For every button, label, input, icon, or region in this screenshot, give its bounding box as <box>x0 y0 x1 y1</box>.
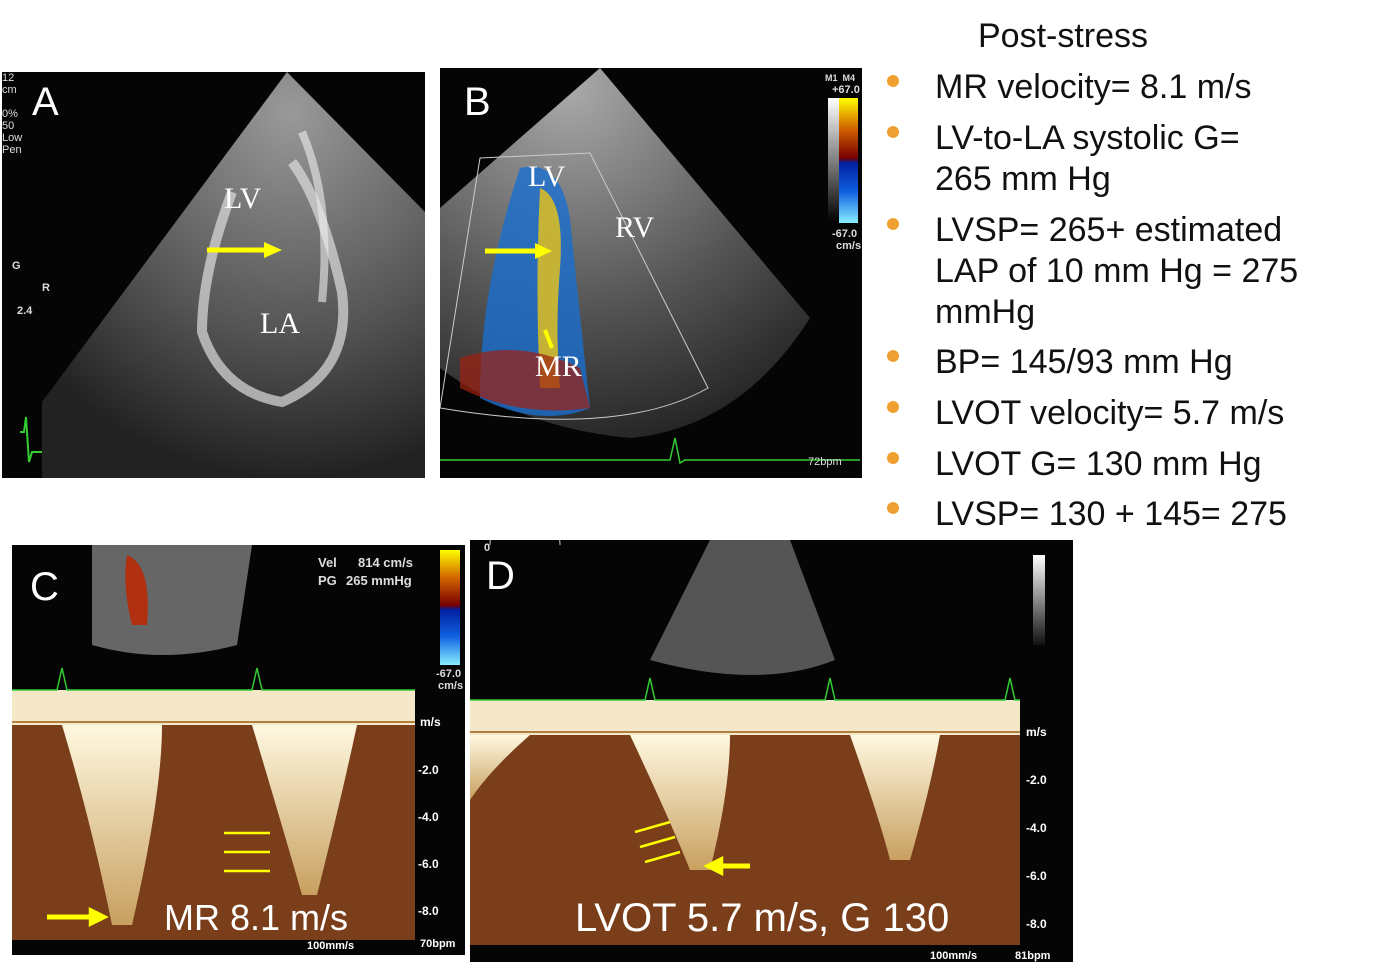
setting-line: Pen <box>2 144 22 156</box>
summary-bullet-line: LVSP= 265+ estimated <box>935 211 1283 249</box>
setting-line: Low <box>2 132 23 144</box>
arrow-icon <box>543 329 554 349</box>
axis-unit: m/s <box>1026 725 1047 739</box>
scale-modes: M1 M4 <box>825 73 856 83</box>
echo-panel-a: A LV LA 12 cm 0% 50 Low Pen G R 2.4 <box>2 72 425 478</box>
doppler-panel-d: D 0 m/s -2.0 -4.0 -6.0 -8.0 100mm/s 81bp… <box>470 540 1073 962</box>
velocity-color-scale <box>440 550 460 665</box>
summary-bullet-line: LVOT G= 130 mm Hg <box>935 445 1262 483</box>
ecg-trace <box>12 667 415 691</box>
summary-bullet-line: mmHg <box>935 293 1036 331</box>
label-lv: LV <box>224 182 262 215</box>
tick-label: -6.0 <box>418 857 439 871</box>
pg-label: PG <box>318 573 337 588</box>
cw-doppler-spectrum-d <box>470 540 1045 945</box>
echo-sector-a <box>20 72 425 478</box>
cw-doppler-spectrum-c <box>12 545 415 940</box>
panel-label-b: B <box>464 80 491 124</box>
tick-label: -6.0 <box>1026 869 1047 883</box>
axis-unit: m/s <box>420 715 441 729</box>
summary-title: Post-stress <box>978 17 1149 55</box>
tick-label: -4.0 <box>1026 821 1047 835</box>
setting-line: cm <box>2 84 17 96</box>
bullet-icon <box>887 126 899 138</box>
summary-bullet-line: LVSP= 130 + 145= 275 <box>935 495 1287 533</box>
sweep-speed: 100mm/s <box>930 950 978 962</box>
arrows-icon <box>47 831 270 928</box>
caption-c: MR 8.1 m/s <box>164 897 349 938</box>
setting-line: 0% <box>2 108 18 120</box>
bullet-icon <box>887 350 899 362</box>
bullet-icon <box>887 218 899 230</box>
summary-bullet-line: LV-to-LA systolic G= <box>935 119 1240 157</box>
r-label: R <box>42 282 50 294</box>
vel-label: Vel <box>318 555 337 570</box>
summary-bullet-line: LAP of 10 mm Hg = 275 <box>935 252 1299 290</box>
gain-value: 2.4 <box>17 305 33 317</box>
tick-label: -2.0 <box>1026 773 1047 787</box>
color-doppler-sector-b <box>440 68 860 465</box>
bullet-icon <box>887 502 899 514</box>
scale-bottom: -67.0 <box>436 668 462 680</box>
scale-top: +67.0 <box>832 84 860 96</box>
tick-label: -8.0 <box>418 904 439 918</box>
bullet-icon <box>887 401 899 413</box>
label-la: LA <box>260 307 300 340</box>
arrow-icon <box>207 242 282 258</box>
summary-bullet-line: 265 mm Hg <box>935 160 1111 198</box>
setting-line: 12 <box>2 72 15 84</box>
doppler-panel-c: C Vel 814 cm/s PG 265 mmHg -67.0 cm/s m/… <box>12 545 465 955</box>
label-mr: MR <box>535 350 582 383</box>
heart-rate: 70bpm <box>420 938 456 950</box>
grayscale-bar <box>828 98 839 223</box>
vel-value: 814 cm/s <box>358 555 413 570</box>
panel-label-c: C <box>30 565 59 609</box>
heart-rate: 81bpm <box>1015 950 1051 962</box>
scale-unit: cm/s <box>836 240 862 252</box>
grayscale-bar <box>1033 555 1045 645</box>
settings-text: 12 cm 0% 50 Low Pen <box>2 72 22 156</box>
label-rv: RV <box>615 211 655 244</box>
panel-label-d: D <box>486 554 515 598</box>
echo-panel-b: B LV RV MR M1 M4 +67.0 -67.0 cm/s 72bpm <box>440 68 862 478</box>
caption-d: LVOT 5.7 m/s, G 130 <box>575 896 950 940</box>
zero-label: 0 <box>484 542 491 554</box>
tick-label: -2.0 <box>418 763 439 777</box>
setting-line: 50 <box>2 120 15 132</box>
ecg-trace <box>20 416 42 463</box>
gain-label: G <box>12 260 21 272</box>
bullet-icon <box>887 452 899 464</box>
pg-value: 265 mmHg <box>346 573 412 588</box>
panel-label-a: A <box>32 80 59 124</box>
summary-bullet-line: MR velocity= 8.1 m/s <box>935 68 1252 106</box>
summary-bullet-line: LVOT velocity= 5.7 m/s <box>935 394 1285 432</box>
tick-label: -4.0 <box>418 810 439 824</box>
sweep-speed: 100mm/s <box>307 940 355 952</box>
ecg-trace <box>440 437 860 465</box>
label-lv: LV <box>528 160 566 193</box>
arrow-icon <box>485 243 552 259</box>
scale-unit: cm/s <box>438 680 464 692</box>
bullet-icon <box>887 75 899 87</box>
tick-label: -8.0 <box>1026 917 1047 931</box>
summary-bullet-line: BP= 145/93 mm Hg <box>935 343 1233 381</box>
ecg-trace <box>470 677 1020 701</box>
heart-rate: 72bpm <box>808 456 842 468</box>
arrows-icon <box>634 820 750 877</box>
scale-bottom: -67.0 <box>832 228 858 240</box>
